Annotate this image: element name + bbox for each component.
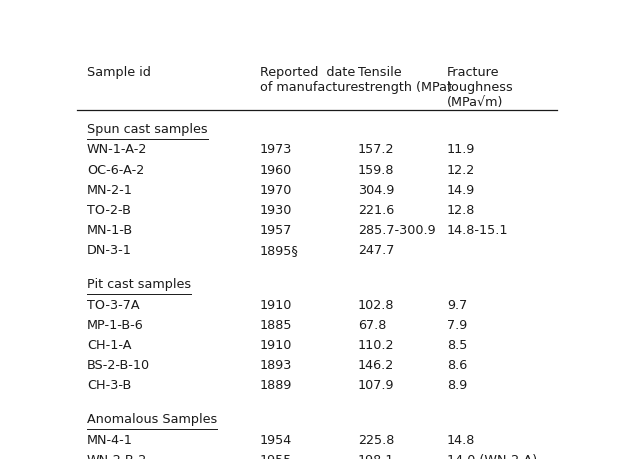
Text: 1970: 1970 (260, 184, 292, 197)
Text: MN-4-1: MN-4-1 (87, 434, 133, 447)
Text: 304.9: 304.9 (358, 184, 394, 197)
Text: Reported  date
of manufacture: Reported date of manufacture (260, 66, 358, 94)
Text: 1973: 1973 (260, 143, 292, 157)
Text: 9.7: 9.7 (447, 299, 467, 312)
Text: 146.2: 146.2 (358, 359, 394, 372)
Text: 159.8: 159.8 (358, 163, 394, 177)
Text: 14.9: 14.9 (447, 184, 475, 197)
Text: Anomalous Samples: Anomalous Samples (87, 414, 217, 426)
Text: 12.2: 12.2 (447, 163, 475, 177)
Text: Spun cast samples: Spun cast samples (87, 123, 207, 136)
Text: WN-2-B-2: WN-2-B-2 (87, 454, 147, 459)
Text: 221.6: 221.6 (358, 204, 394, 217)
Text: CH-3-B: CH-3-B (87, 379, 131, 392)
Text: 1957: 1957 (260, 224, 292, 237)
Text: 198.1: 198.1 (358, 454, 394, 459)
Text: 14.8-15.1: 14.8-15.1 (447, 224, 508, 237)
Text: 1910: 1910 (260, 339, 292, 352)
Text: 107.9: 107.9 (358, 379, 394, 392)
Text: 1930: 1930 (260, 204, 292, 217)
Text: BS-2-B-10: BS-2-B-10 (87, 359, 150, 372)
Text: 1895§: 1895§ (260, 244, 298, 257)
Text: MN-1-B: MN-1-B (87, 224, 133, 237)
Text: TO-3-7A: TO-3-7A (87, 299, 140, 312)
Text: Sample id: Sample id (87, 66, 151, 78)
Text: 8.5: 8.5 (447, 339, 467, 352)
Text: 247.7: 247.7 (358, 244, 394, 257)
Text: 110.2: 110.2 (358, 339, 394, 352)
Text: 7.9: 7.9 (447, 319, 467, 332)
Text: 157.2: 157.2 (358, 143, 394, 157)
Text: Tensile
strength (MPa): Tensile strength (MPa) (358, 66, 452, 94)
Text: 1954: 1954 (260, 434, 292, 447)
Text: Fracture
toughness
(MPa√m): Fracture toughness (MPa√m) (447, 66, 514, 109)
Text: 1955: 1955 (260, 454, 292, 459)
Text: 102.8: 102.8 (358, 299, 394, 312)
Text: 1910: 1910 (260, 299, 292, 312)
Text: WN-1-A-2: WN-1-A-2 (87, 143, 147, 157)
Text: 11.9: 11.9 (447, 143, 475, 157)
Text: MN-2-1: MN-2-1 (87, 184, 133, 197)
Text: 8.6: 8.6 (447, 359, 467, 372)
Text: CH-1-A: CH-1-A (87, 339, 131, 352)
Text: 67.8: 67.8 (358, 319, 386, 332)
Text: Pit cast samples: Pit cast samples (87, 279, 191, 291)
Text: 225.8: 225.8 (358, 434, 394, 447)
Text: 12.8: 12.8 (447, 204, 475, 217)
Text: 1960: 1960 (260, 163, 292, 177)
Text: 1889: 1889 (260, 379, 292, 392)
Text: 8.9: 8.9 (447, 379, 467, 392)
Text: OC-6-A-2: OC-6-A-2 (87, 163, 144, 177)
Text: 1893: 1893 (260, 359, 292, 372)
Text: DN-3-1: DN-3-1 (87, 244, 132, 257)
Text: MP-1-B-6: MP-1-B-6 (87, 319, 144, 332)
Text: 285.7-300.9: 285.7-300.9 (358, 224, 436, 237)
Text: 14.8: 14.8 (447, 434, 475, 447)
Text: 14.0 (WN-2-A): 14.0 (WN-2-A) (447, 454, 537, 459)
Text: 1885: 1885 (260, 319, 292, 332)
Text: TO-2-B: TO-2-B (87, 204, 131, 217)
